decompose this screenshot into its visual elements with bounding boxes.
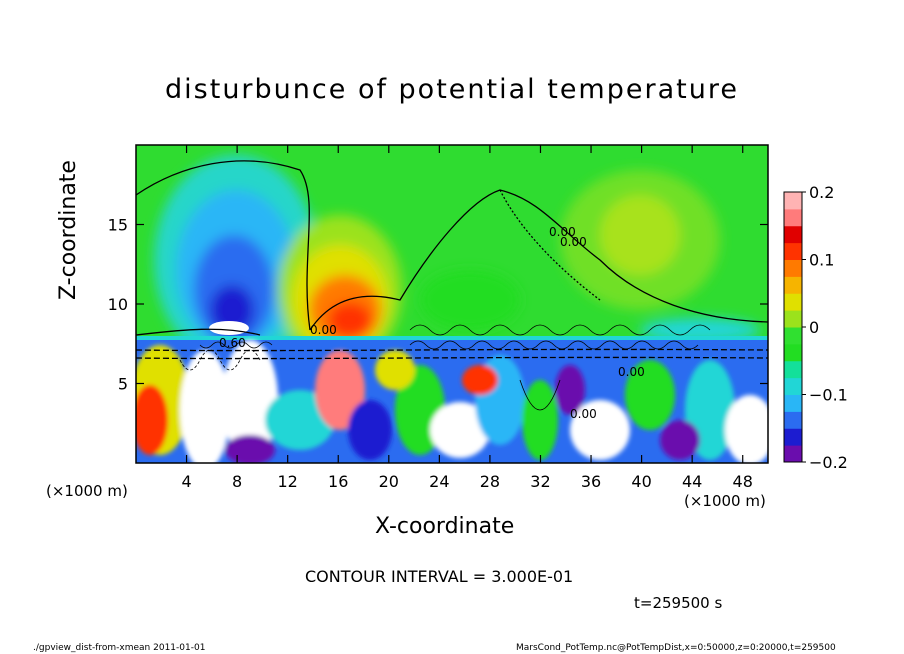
colorbar-band xyxy=(784,428,802,446)
x-tick-label: 20 xyxy=(379,472,399,491)
y-tick-label: 10 xyxy=(108,295,128,314)
x-tick-label: 48 xyxy=(733,472,753,491)
contour-lines xyxy=(136,160,768,360)
colorbar-band xyxy=(784,225,802,244)
x-tick-label: 36 xyxy=(581,472,601,491)
y-axis-unit: (×1000 m) xyxy=(46,482,128,500)
colorbar-tick-label: 0.1 xyxy=(809,251,834,270)
x-tick-label: 8 xyxy=(232,472,242,491)
colorbar-band xyxy=(784,377,802,395)
colorbar-tick-label: −0.2 xyxy=(809,453,848,472)
colorbar-tick-label: 0.2 xyxy=(809,183,834,202)
colorbar-band xyxy=(784,360,802,379)
contour-label: 0.00 xyxy=(570,407,597,421)
contour-label: 0.00 xyxy=(618,365,645,379)
x-tick-label: 40 xyxy=(631,472,651,491)
contour-label: 0.00 xyxy=(560,235,587,249)
y-tick-label: 5 xyxy=(118,375,128,394)
heatmap-field xyxy=(136,145,768,463)
x-tick-label: 24 xyxy=(429,472,449,491)
contour-interval: CONTOUR INTERVAL = 3.000E-01 xyxy=(305,567,574,586)
colorbar: 0.2 0.1 0 −0.1 −0.2 xyxy=(783,183,848,472)
x-tick-label: 16 xyxy=(328,472,348,491)
footer-right: MarsCond_PotTemp.nc@PotTempDist,x=0:5000… xyxy=(516,643,836,653)
colorbar-band xyxy=(784,411,802,429)
contour-label: 0.60 xyxy=(219,336,246,350)
colorbar-band xyxy=(784,293,802,311)
y-axis-label: Z-coordinate xyxy=(56,160,81,300)
contour-labels: 0.600.000.000.000.000.00 xyxy=(219,225,645,421)
contour-label: 0.00 xyxy=(549,225,576,239)
colorbar-band xyxy=(784,445,802,463)
colorbar-band xyxy=(784,310,802,328)
colorbar-band xyxy=(784,343,802,362)
colorbar-band xyxy=(784,259,802,277)
footer-left: ./gpview_dist-from-xmean 2011-01-01 xyxy=(33,643,206,653)
colorbar-band xyxy=(784,327,802,345)
colorbar-tick-label: 0 xyxy=(809,318,819,337)
colorbar-band xyxy=(784,208,802,227)
y-axis: 5 10 15 xyxy=(108,216,768,394)
x-axis: 4 8 12 16 20 24 28 32 36 40 44 48 xyxy=(181,145,753,491)
x-tick-label: 32 xyxy=(530,472,550,491)
colorbar-band xyxy=(784,242,802,260)
x-axis-label: X-coordinate xyxy=(375,514,515,539)
x-tick-label: 28 xyxy=(480,472,500,491)
x-axis-unit: (×1000 m) xyxy=(684,492,766,510)
contour-label: 0.00 xyxy=(310,323,337,337)
colorbar-band xyxy=(784,394,802,412)
x-tick-label: 12 xyxy=(278,472,298,491)
colorbar-band xyxy=(784,192,802,210)
time-stamp: t=259500 s xyxy=(634,594,723,612)
x-tick-label: 4 xyxy=(181,472,191,491)
colorbar-band xyxy=(784,276,802,294)
colorbar-tick-label: −0.1 xyxy=(809,386,848,405)
chart-title: disturbunce of potential temperature xyxy=(165,74,739,105)
y-tick-label: 15 xyxy=(108,216,128,235)
x-tick-label: 44 xyxy=(682,472,702,491)
